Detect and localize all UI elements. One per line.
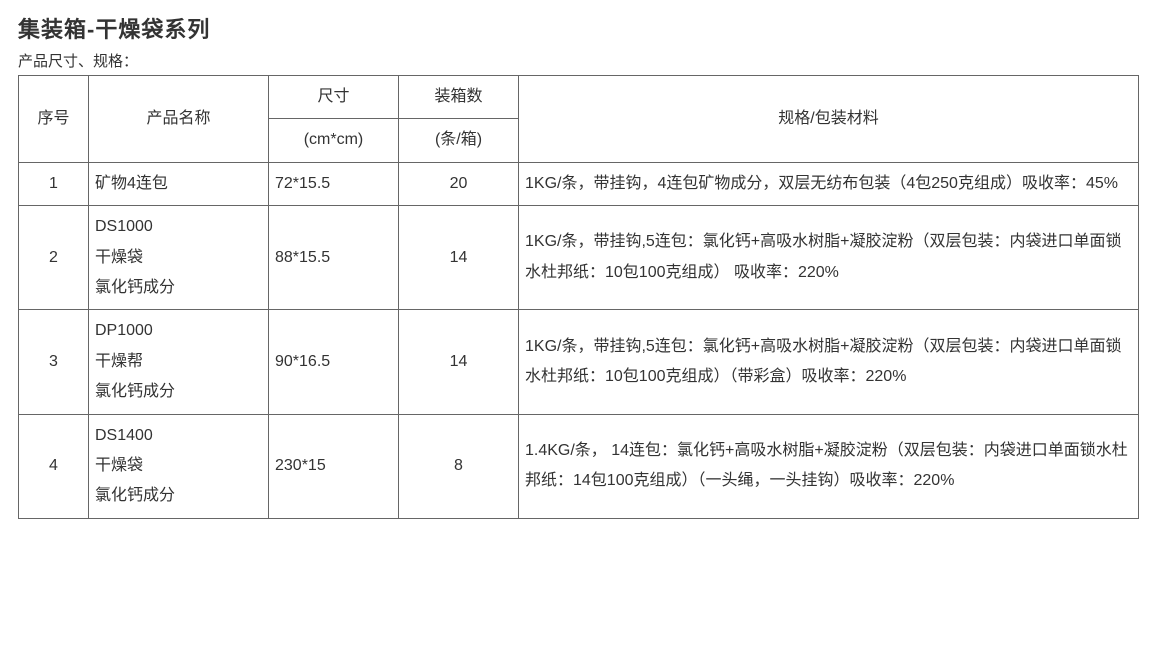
- cell-name: 矿物4连包: [89, 162, 269, 205]
- table-row: 4 DS1400干燥袋氯化钙成分 230*15 8 1.4KG/条， 14连包：…: [19, 414, 1139, 518]
- cell-seq: 4: [19, 414, 89, 518]
- cell-spec: 1KG/条，带挂钩,5连包：氯化钙+高吸水树脂+凝胶淀粉（双层包装：内袋进口单面…: [519, 206, 1139, 310]
- cell-name: DP1000干燥帮氯化钙成分: [89, 310, 269, 414]
- table-row: 2 DS1000干燥袋氯化钙成分 88*15.5 14 1KG/条，带挂钩,5连…: [19, 206, 1139, 310]
- table-row: 1 矿物4连包 72*15.5 20 1KG/条，带挂钩，4连包矿物成分，双层无…: [19, 162, 1139, 205]
- col-header-qty-unit: (条/箱): [399, 119, 519, 162]
- cell-name: DS1000干燥袋氯化钙成分: [89, 206, 269, 310]
- product-spec-table: 序号 产品名称 尺寸 装箱数 规格/包装材料 (cm*cm) (条/箱) 1 矿…: [18, 75, 1139, 519]
- col-header-name: 产品名称: [89, 76, 269, 163]
- cell-qty: 14: [399, 310, 519, 414]
- cell-size: 88*15.5: [269, 206, 399, 310]
- cell-seq: 1: [19, 162, 89, 205]
- cell-name: DS1400干燥袋氯化钙成分: [89, 414, 269, 518]
- page-subtitle: 产品尺寸、规格：: [18, 50, 1148, 71]
- cell-spec: 1KG/条，带挂钩,5连包：氯化钙+高吸水树脂+凝胶淀粉（双层包装：内袋进口单面…: [519, 310, 1139, 414]
- col-header-seq: 序号: [19, 76, 89, 163]
- cell-seq: 3: [19, 310, 89, 414]
- cell-seq: 2: [19, 206, 89, 310]
- col-header-size-unit: (cm*cm): [269, 119, 399, 162]
- cell-qty: 8: [399, 414, 519, 518]
- cell-spec: 1.4KG/条， 14连包：氯化钙+高吸水树脂+凝胶淀粉（双层包装：内袋进口单面…: [519, 414, 1139, 518]
- cell-qty: 20: [399, 162, 519, 205]
- cell-qty: 14: [399, 206, 519, 310]
- table-header-row-1: 序号 产品名称 尺寸 装箱数 规格/包装材料: [19, 76, 1139, 119]
- page-title: 集装箱-干燥袋系列: [18, 12, 1148, 44]
- cell-size: 90*16.5: [269, 310, 399, 414]
- cell-size: 230*15: [269, 414, 399, 518]
- cell-spec: 1KG/条，带挂钩，4连包矿物成分，双层无纺布包装（4包250克组成）吸收率：4…: [519, 162, 1139, 205]
- cell-size: 72*15.5: [269, 162, 399, 205]
- table-row: 3 DP1000干燥帮氯化钙成分 90*16.5 14 1KG/条，带挂钩,5连…: [19, 310, 1139, 414]
- col-header-qty: 装箱数: [399, 76, 519, 119]
- col-header-spec: 规格/包装材料: [519, 76, 1139, 163]
- col-header-size: 尺寸: [269, 76, 399, 119]
